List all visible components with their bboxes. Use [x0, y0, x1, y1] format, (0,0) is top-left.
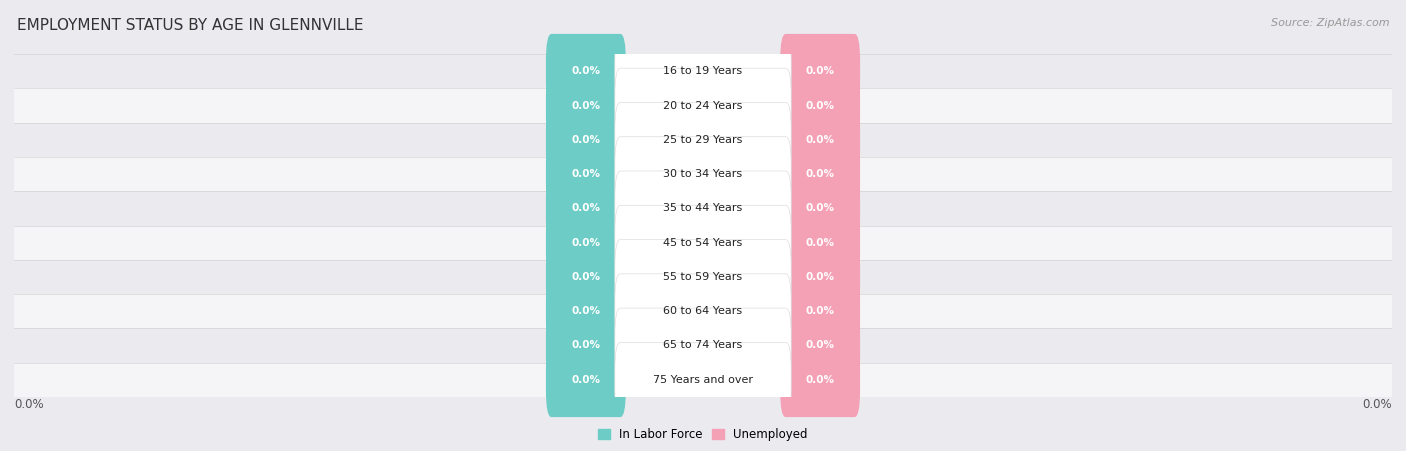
FancyBboxPatch shape [546, 68, 626, 143]
Text: 35 to 44 Years: 35 to 44 Years [664, 203, 742, 213]
Bar [14, 191, 1392, 226]
FancyBboxPatch shape [614, 34, 792, 109]
FancyBboxPatch shape [780, 342, 860, 417]
FancyBboxPatch shape [546, 102, 626, 177]
FancyBboxPatch shape [546, 205, 626, 280]
Text: 0.0%: 0.0% [806, 375, 835, 385]
Legend: In Labor Force, Unemployed: In Labor Force, Unemployed [593, 423, 813, 446]
Text: 0.0%: 0.0% [14, 398, 44, 410]
FancyBboxPatch shape [546, 137, 626, 212]
Text: 0.0%: 0.0% [571, 306, 600, 316]
Text: 75 Years and over: 75 Years and over [652, 375, 754, 385]
Text: 45 to 54 Years: 45 to 54 Years [664, 238, 742, 248]
Bar [14, 157, 1392, 191]
Bar [14, 328, 1392, 363]
Text: 0.0%: 0.0% [571, 66, 600, 76]
Text: 0.0%: 0.0% [806, 306, 835, 316]
Text: 0.0%: 0.0% [571, 238, 600, 248]
Text: 0.0%: 0.0% [571, 341, 600, 350]
Text: 20 to 24 Years: 20 to 24 Years [664, 101, 742, 110]
FancyBboxPatch shape [546, 34, 626, 109]
FancyBboxPatch shape [780, 274, 860, 349]
Text: 0.0%: 0.0% [571, 203, 600, 213]
Text: 55 to 59 Years: 55 to 59 Years [664, 272, 742, 282]
FancyBboxPatch shape [780, 239, 860, 314]
Text: 16 to 19 Years: 16 to 19 Years [664, 66, 742, 76]
FancyBboxPatch shape [546, 171, 626, 246]
Text: 0.0%: 0.0% [571, 101, 600, 110]
FancyBboxPatch shape [614, 68, 792, 143]
FancyBboxPatch shape [614, 137, 792, 212]
Bar [14, 363, 1392, 397]
Bar [14, 294, 1392, 328]
FancyBboxPatch shape [614, 205, 792, 280]
Text: 0.0%: 0.0% [1362, 398, 1392, 410]
Text: 0.0%: 0.0% [571, 375, 600, 385]
FancyBboxPatch shape [614, 274, 792, 349]
Text: 0.0%: 0.0% [806, 341, 835, 350]
Text: 60 to 64 Years: 60 to 64 Years [664, 306, 742, 316]
Text: 0.0%: 0.0% [806, 135, 835, 145]
FancyBboxPatch shape [780, 308, 860, 383]
Text: 0.0%: 0.0% [571, 135, 600, 145]
Text: 25 to 29 Years: 25 to 29 Years [664, 135, 742, 145]
FancyBboxPatch shape [614, 171, 792, 246]
FancyBboxPatch shape [546, 274, 626, 349]
Text: 0.0%: 0.0% [806, 203, 835, 213]
FancyBboxPatch shape [780, 34, 860, 109]
Bar [14, 260, 1392, 294]
FancyBboxPatch shape [546, 239, 626, 314]
FancyBboxPatch shape [780, 137, 860, 212]
Text: 0.0%: 0.0% [806, 169, 835, 179]
FancyBboxPatch shape [780, 171, 860, 246]
Text: EMPLOYMENT STATUS BY AGE IN GLENNVILLE: EMPLOYMENT STATUS BY AGE IN GLENNVILLE [17, 18, 363, 33]
FancyBboxPatch shape [614, 308, 792, 383]
Bar [14, 123, 1392, 157]
Text: 65 to 74 Years: 65 to 74 Years [664, 341, 742, 350]
Text: Source: ZipAtlas.com: Source: ZipAtlas.com [1271, 18, 1389, 28]
Bar [14, 226, 1392, 260]
Bar [14, 54, 1392, 88]
FancyBboxPatch shape [546, 342, 626, 417]
Text: 0.0%: 0.0% [806, 238, 835, 248]
FancyBboxPatch shape [614, 239, 792, 314]
FancyBboxPatch shape [780, 205, 860, 280]
FancyBboxPatch shape [546, 308, 626, 383]
Text: 0.0%: 0.0% [571, 169, 600, 179]
Text: 0.0%: 0.0% [806, 101, 835, 110]
FancyBboxPatch shape [614, 102, 792, 177]
Text: 0.0%: 0.0% [806, 66, 835, 76]
Text: 0.0%: 0.0% [806, 272, 835, 282]
Bar [14, 88, 1392, 123]
FancyBboxPatch shape [614, 342, 792, 417]
Text: 0.0%: 0.0% [571, 272, 600, 282]
Text: 30 to 34 Years: 30 to 34 Years [664, 169, 742, 179]
FancyBboxPatch shape [780, 102, 860, 177]
FancyBboxPatch shape [780, 68, 860, 143]
